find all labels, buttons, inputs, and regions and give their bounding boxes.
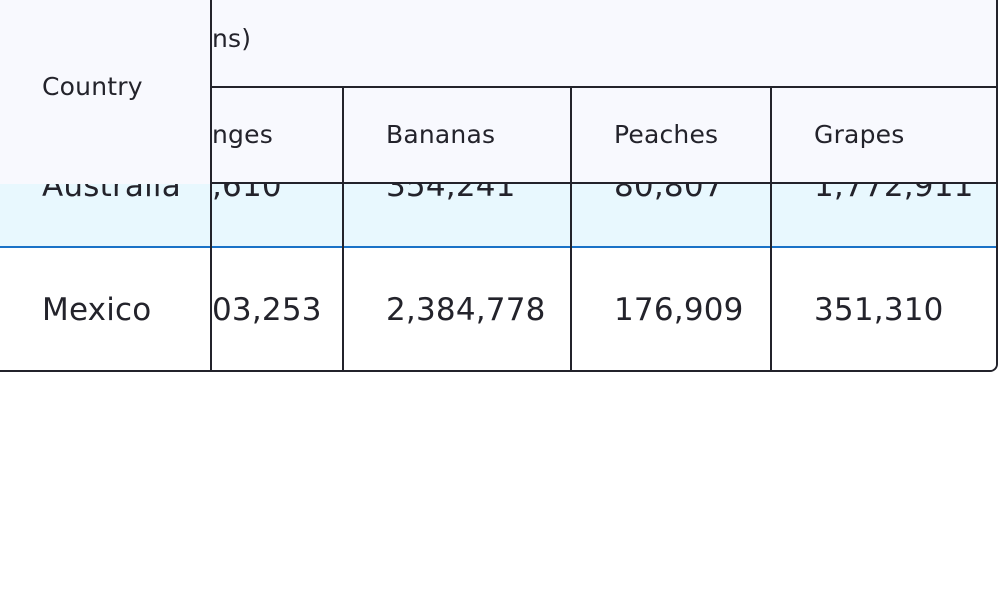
- cell-mexico-oranges: 03,253: [212, 292, 322, 328]
- cell-mexico-country: Mexico: [42, 292, 152, 328]
- column-header-peaches[interactable]: Peaches: [614, 119, 719, 149]
- sticky-column-divider: [210, 0, 212, 370]
- header-bottom-border: [210, 182, 996, 184]
- table-row-mexico[interactable]: [0, 250, 996, 370]
- header-divider: [210, 86, 996, 88]
- column-divider: [342, 86, 344, 184]
- cell-mexico-bananas: 2,384,778: [386, 292, 546, 328]
- column-header-oranges[interactable]: nges: [212, 119, 273, 149]
- column-divider: [342, 184, 344, 370]
- column-header-country[interactable]: Country: [42, 71, 143, 101]
- data-table: Australia ,610 354,241 80,807 1,772,911 …: [0, 0, 998, 372]
- cell-mexico-grapes: 351,310: [814, 292, 944, 328]
- column-header-bananas[interactable]: Bananas: [386, 119, 496, 149]
- column-divider: [570, 184, 572, 370]
- column-divider: [770, 184, 772, 370]
- column-divider: [770, 86, 772, 184]
- column-divider: [570, 86, 572, 184]
- cell-mexico-peaches: 176,909: [614, 292, 744, 328]
- group-header-tons: ns): [212, 23, 252, 53]
- table-scroll-area[interactable]: Australia ,610 354,241 80,807 1,772,911 …: [0, 0, 1000, 374]
- column-header-grapes[interactable]: Grapes: [814, 119, 905, 149]
